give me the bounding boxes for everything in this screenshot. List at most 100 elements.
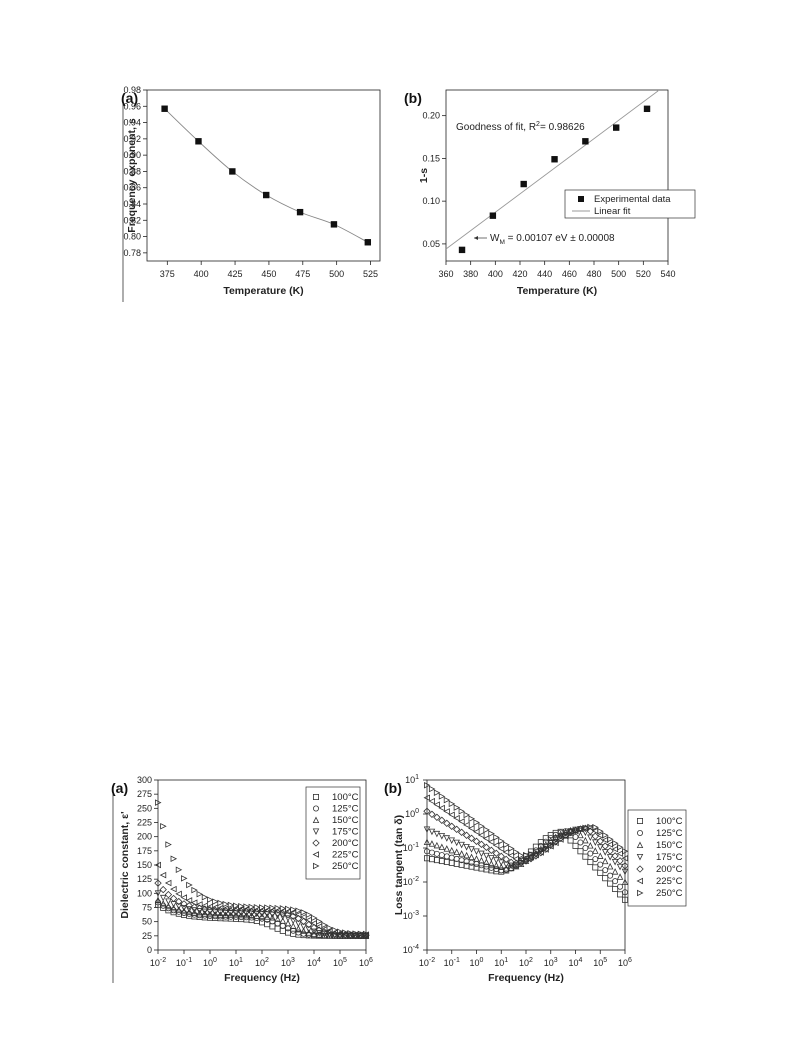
data-point <box>357 930 365 938</box>
data-point <box>493 861 500 869</box>
data-point <box>290 906 297 913</box>
x-tick-label: 10-2 <box>150 957 166 968</box>
data-point <box>520 180 527 188</box>
data-point <box>243 911 250 919</box>
legend-box <box>564 189 696 219</box>
data-point <box>227 901 235 909</box>
data-point <box>468 853 475 861</box>
y-tick-label: 275 <box>137 789 152 799</box>
data-point <box>206 896 214 903</box>
data-point <box>433 830 441 838</box>
data-point <box>448 837 455 844</box>
x-tick-label: 440 <box>537 269 552 279</box>
data-point <box>279 913 287 921</box>
x-tick-label: 400 <box>194 269 209 279</box>
data-point <box>310 930 318 937</box>
fit-curve <box>164 108 369 243</box>
data-point <box>463 821 470 829</box>
legend-marker <box>637 830 644 837</box>
data-point <box>453 860 460 867</box>
data-point <box>263 908 271 916</box>
data-point <box>527 850 535 858</box>
data-point <box>170 855 178 863</box>
data-point <box>206 910 214 918</box>
data-point <box>547 842 554 850</box>
data-point <box>237 907 245 916</box>
data-point <box>577 831 584 839</box>
data-point <box>180 900 188 908</box>
data-point <box>310 920 318 927</box>
data-point <box>274 912 281 919</box>
y-tick-label: 225 <box>137 818 152 828</box>
data-point <box>488 860 495 867</box>
data-point <box>601 849 609 856</box>
data-point <box>159 885 167 894</box>
data-point <box>175 897 183 906</box>
x-tick-label: 360 <box>438 269 453 279</box>
data-point <box>532 849 540 856</box>
data-point <box>448 811 455 819</box>
panel-label: (b) <box>404 90 422 106</box>
legend-marker <box>636 865 644 873</box>
legend-marker <box>637 889 644 897</box>
x-axis-label: Frequency (Hz) <box>488 972 564 984</box>
data-point <box>602 867 609 874</box>
data-point <box>596 837 604 845</box>
data-point <box>592 864 599 871</box>
data-point <box>263 913 271 920</box>
data-point <box>190 899 198 906</box>
y-tick-label: 0.96 <box>123 101 141 111</box>
data-point <box>295 907 302 914</box>
data-point <box>196 909 203 917</box>
data-point <box>577 826 584 833</box>
data-point <box>154 896 162 904</box>
data-point <box>577 839 584 846</box>
y-tick-label: 50 <box>142 917 152 927</box>
data-point <box>295 929 302 936</box>
data-point <box>592 847 599 854</box>
data-point <box>597 869 604 876</box>
data-point <box>453 855 460 862</box>
data-point <box>453 804 461 811</box>
data-point <box>597 861 604 868</box>
y-tick-label: 0.92 <box>123 134 141 144</box>
y-tick-label: 100 <box>405 808 419 819</box>
legend-marker <box>312 828 320 835</box>
y-tick-label: 0.10 <box>422 196 440 206</box>
data-point <box>258 908 266 916</box>
data-point <box>237 911 245 919</box>
data-point <box>616 873 624 880</box>
x-tick-label: 380 <box>463 269 478 279</box>
data-point <box>201 910 209 917</box>
data-point <box>191 886 198 894</box>
legend-marker <box>312 805 319 812</box>
data-point <box>567 830 575 837</box>
legend-label: 125°C <box>332 804 359 815</box>
data-point <box>617 891 624 898</box>
data-point <box>483 858 490 866</box>
data-point <box>492 842 500 849</box>
data-point <box>557 836 565 843</box>
data-point <box>165 898 172 905</box>
y-tick-label: 10-4 <box>403 944 419 955</box>
data-point <box>458 808 466 815</box>
data-point <box>492 849 500 858</box>
data-point <box>206 903 214 910</box>
data-point <box>602 875 609 882</box>
data-point <box>547 842 555 849</box>
data-point <box>537 849 544 856</box>
data-point <box>310 914 318 922</box>
data-point <box>180 907 188 915</box>
data-point <box>468 815 476 822</box>
data-point <box>305 929 313 936</box>
data-point <box>305 911 313 919</box>
data-point <box>433 801 440 808</box>
data-point <box>552 839 560 846</box>
data-point <box>463 844 470 851</box>
x-tick-label: 105 <box>333 957 347 968</box>
legend-marker-experimental <box>578 195 585 202</box>
data-point <box>284 905 292 913</box>
legend-marker <box>636 841 644 848</box>
